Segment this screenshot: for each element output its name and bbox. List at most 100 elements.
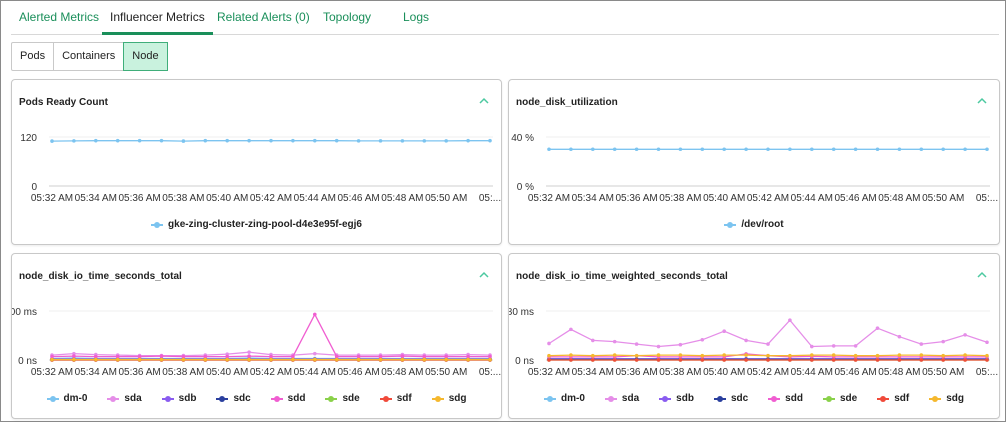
x-tick-label: 05:... (976, 193, 998, 204)
legend-label: sda (621, 393, 640, 404)
legend-marker-icon (431, 395, 444, 402)
legend-label: sdg (448, 393, 467, 404)
chart-title: node_disk_io_time_seconds_total (19, 271, 182, 282)
data-point (94, 357, 98, 362)
tab-bar: Alerted Metrics Influencer Metrics Relat… (11, 1, 999, 35)
y-tick-label: 0 % (517, 182, 534, 193)
scope-node-button[interactable]: Node (123, 42, 168, 71)
legend-item[interactable]: sdd (270, 393, 306, 404)
legend-label: dm-0 (561, 393, 585, 404)
data-point (678, 353, 683, 357)
data-point (897, 353, 902, 357)
legend-item[interactable]: sdf (379, 393, 412, 404)
legend-item[interactable]: sda (604, 393, 640, 404)
tab-alerted-metrics[interactable]: Alerted Metrics (19, 10, 100, 24)
data-point (941, 147, 945, 152)
data-point (334, 354, 339, 359)
data-point (137, 357, 142, 362)
x-tick-label: 05:36 AM (118, 367, 160, 378)
legend-item[interactable]: sde (325, 393, 360, 404)
data-point (700, 147, 705, 152)
data-point (181, 139, 186, 143)
data-point (722, 147, 726, 152)
legend-item[interactable]: gke-zing-cluster-zing-pool-d4e3e95f-egj6 (151, 219, 362, 230)
data-point (378, 354, 383, 359)
x-tick-label: 05:48 AM (878, 367, 920, 378)
data-point (612, 339, 617, 344)
chevron-up-icon[interactable] (477, 94, 491, 108)
legend-item[interactable]: sdc (216, 393, 251, 404)
legend-label: sdf (894, 393, 910, 404)
data-point (72, 354, 76, 358)
legend-item[interactable]: sdc (713, 393, 748, 404)
legend-item[interactable]: sdg (929, 393, 964, 404)
chevron-up-icon[interactable] (975, 94, 989, 108)
x-tick-label: 05:44 AM (294, 193, 336, 204)
tab-related-alerts[interactable]: Related Alerts (0) (217, 10, 310, 24)
data-point (291, 138, 295, 143)
tab-logs[interactable]: Logs (403, 10, 430, 24)
data-point (788, 318, 792, 322)
scope-pods-button[interactable]: Pods (11, 42, 55, 71)
chevron-up-icon[interactable] (975, 268, 989, 282)
legend-label: sdc (233, 393, 251, 404)
data-point (72, 139, 76, 143)
data-point (422, 139, 427, 143)
data-point (875, 326, 880, 330)
tab-influencer-metrics[interactable]: Influencer Metrics (102, 1, 213, 35)
data-point (181, 354, 186, 359)
data-point (444, 354, 449, 359)
x-tick-label: 05:50 AM (922, 193, 964, 204)
chevron-up-icon[interactable] (477, 268, 491, 282)
data-point (766, 353, 770, 358)
data-point (985, 353, 989, 358)
x-tick-label: 05:42 AM (250, 193, 292, 204)
legend-item[interactable]: dm-0 (544, 393, 585, 404)
legend-marker-icon (325, 395, 338, 402)
legend-item[interactable]: sdb (659, 393, 694, 404)
data-point (225, 357, 229, 362)
data-point (466, 357, 470, 362)
data-point (225, 138, 229, 143)
data-point (400, 139, 405, 143)
data-point (963, 333, 967, 337)
data-point (612, 353, 617, 357)
legend-item[interactable]: sdd (768, 393, 803, 404)
legend-item[interactable]: sdf (877, 393, 909, 404)
data-point (291, 357, 295, 362)
y-tick-label: 0 (31, 182, 37, 193)
legend-item[interactable]: sdb (161, 393, 196, 404)
tab-topology[interactable]: Topology (323, 10, 372, 24)
data-point (919, 353, 924, 357)
legend-item[interactable]: dm-0 (46, 393, 87, 404)
data-point (919, 147, 924, 152)
data-point (875, 353, 880, 358)
data-point (115, 357, 120, 362)
legend-item[interactable]: sda (107, 393, 142, 404)
data-point (853, 353, 858, 358)
x-tick-label: 05:46 AM (337, 367, 379, 378)
data-point (700, 337, 705, 342)
legend-marker-icon (544, 395, 557, 402)
data-point (722, 329, 726, 334)
legend-marker-icon (270, 395, 283, 402)
data-point (634, 358, 639, 362)
legend-marker-icon (929, 395, 942, 402)
data-point (788, 147, 792, 152)
legend-marker-icon (713, 395, 726, 402)
data-point (678, 342, 683, 347)
scope-containers-button[interactable]: Containers (53, 42, 125, 71)
data-point (634, 147, 639, 152)
data-point (159, 357, 164, 362)
legend-item[interactable]: sdg (431, 393, 467, 404)
data-point (247, 350, 251, 354)
legend-item[interactable]: /dev/root (724, 219, 784, 230)
legend-label: sdd (287, 393, 306, 404)
x-tick-label: 05:42 AM (250, 367, 292, 378)
data-point (569, 358, 573, 362)
legend-item[interactable]: sde (822, 393, 857, 404)
data-point (919, 342, 924, 346)
data-point (656, 147, 661, 152)
